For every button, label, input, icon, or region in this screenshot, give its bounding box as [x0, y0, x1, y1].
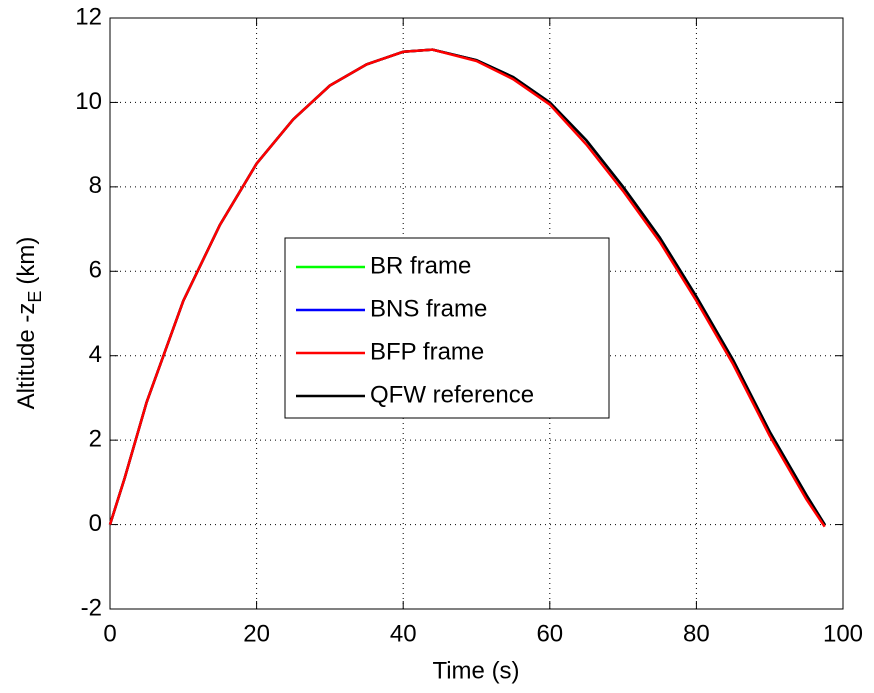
- y-tick-label: -2: [81, 594, 102, 621]
- y-label-text: Altitude -z: [13, 303, 40, 410]
- y-tick-label: 10: [75, 88, 102, 115]
- y-label-subscript: E: [25, 291, 45, 303]
- plot-frame: [109, 17, 844, 610]
- legend-label: BR frame: [370, 252, 471, 279]
- legend-label: QFW reference: [370, 381, 534, 408]
- y-axis-label: Altitude -zE (km): [13, 237, 44, 410]
- series-line: [108, 48, 826, 528]
- legend-label: BFP frame: [370, 338, 484, 365]
- x-tick-label: 100: [823, 620, 863, 647]
- x-tick-label: 0: [103, 620, 116, 647]
- y-label-unit: (km): [13, 237, 40, 285]
- x-tick-label: 20: [243, 620, 270, 647]
- x-tick-label: 80: [683, 620, 710, 647]
- y-tick-label: 2: [89, 425, 102, 452]
- x-axis-label: Time (s): [432, 657, 519, 684]
- x-tick-label: 60: [536, 620, 563, 647]
- legend-label: BNS frame: [370, 295, 487, 322]
- y-tick-label: 6: [89, 257, 102, 284]
- y-tick-label: 0: [89, 510, 102, 537]
- y-tick-label: 8: [89, 172, 102, 199]
- y-tick-label: 4: [89, 341, 102, 368]
- y-tick-label: 12: [75, 3, 102, 30]
- x-tick-label: 40: [390, 620, 417, 647]
